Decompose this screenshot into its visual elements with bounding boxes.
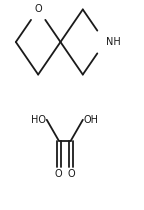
- Text: NH: NH: [106, 37, 121, 47]
- Text: O: O: [34, 4, 42, 14]
- Text: HO: HO: [31, 115, 46, 125]
- Text: OH: OH: [84, 115, 99, 125]
- Text: O: O: [67, 169, 75, 179]
- Text: O: O: [55, 169, 63, 179]
